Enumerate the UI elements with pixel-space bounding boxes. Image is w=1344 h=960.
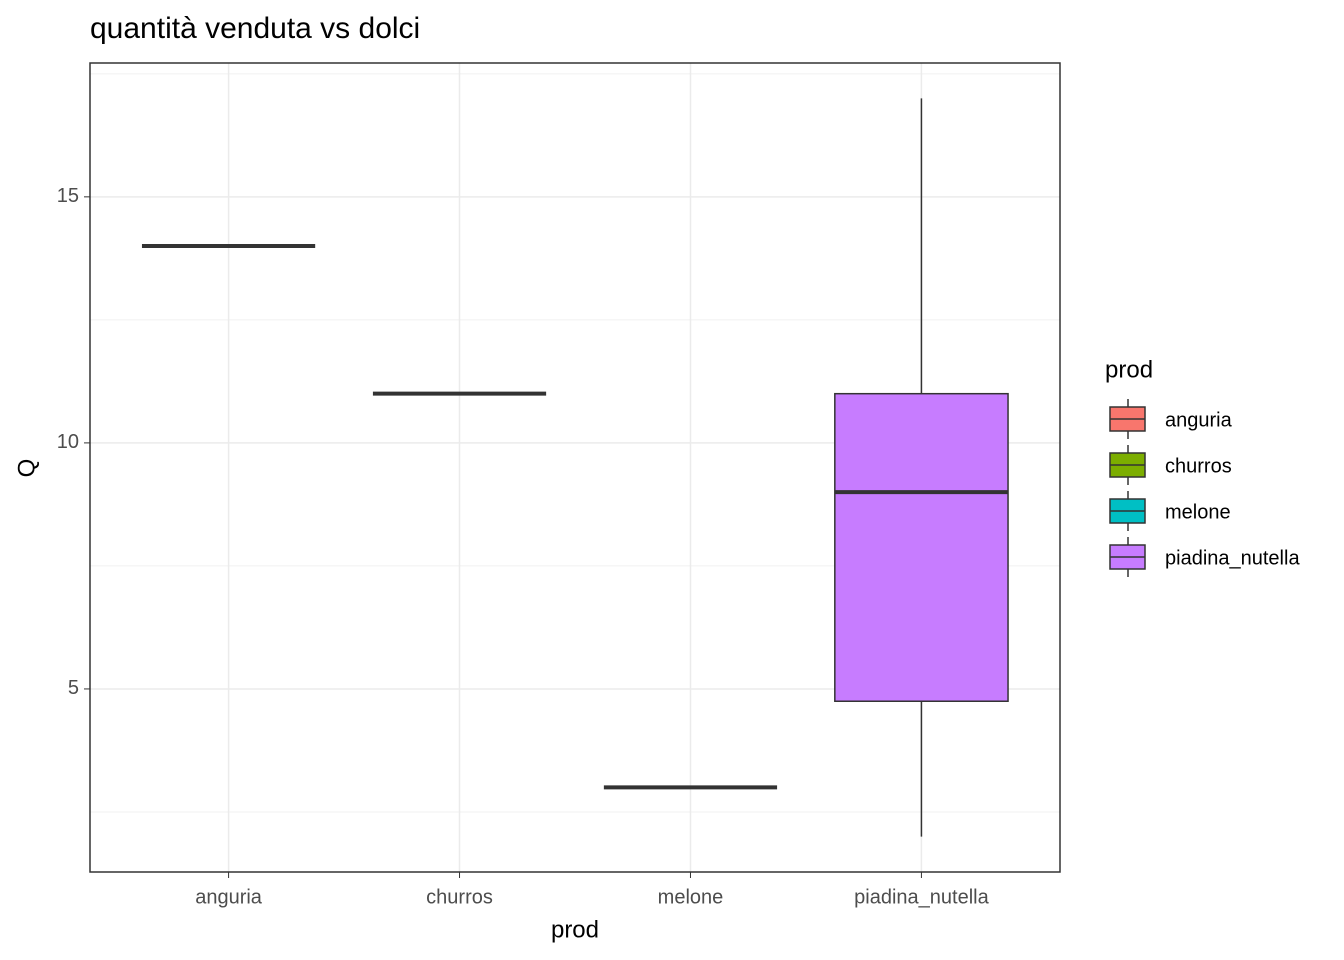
x-tick-label: piadina_nutella <box>854 886 989 908</box>
legend-label: churros <box>1165 455 1232 477</box>
y-tick-label: 10 <box>57 431 79 453</box>
legend-title: prod <box>1105 356 1153 383</box>
legend-label: melone <box>1165 501 1231 523</box>
x-tick-label: anguria <box>195 886 263 908</box>
chart-title: quantità venduta vs dolci <box>90 12 420 45</box>
y-tick-label: 15 <box>57 185 79 207</box>
y-axis-title: Q <box>13 459 40 478</box>
x-axis-title: prod <box>551 916 599 943</box>
panel-border <box>89 62 1061 873</box>
legend-label: anguria <box>1165 409 1233 431</box>
x-tick-label: churros <box>426 886 493 908</box>
y-tick-label: 5 <box>68 677 79 699</box>
box <box>834 392 1009 702</box>
x-tick-label: melone <box>658 886 724 908</box>
legend-label: piadina_nutella <box>1165 547 1300 569</box>
